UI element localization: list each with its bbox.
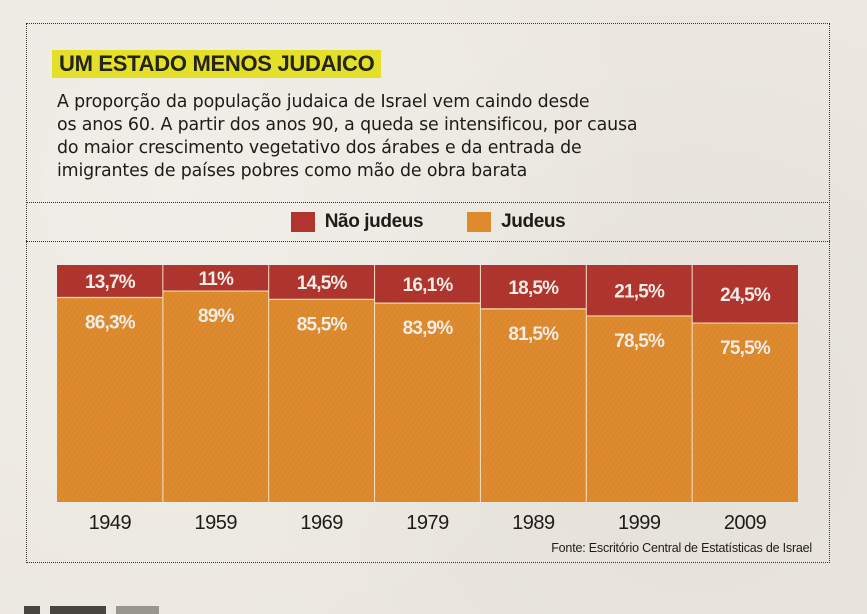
x-tick-label-1959: 1959 <box>195 512 238 534</box>
data-label-judeus-2009: 75,5% <box>720 338 771 359</box>
data-label-nao-judeus-1959: 11% <box>198 269 233 290</box>
x-tick-label-2009: 2009 <box>724 512 767 534</box>
labels-layer: 13,7% 86,3% 11% 89% 14,5% 85,5% 16,1% 83,9% 18,5… <box>85 269 772 359</box>
x-tick-label-1999: 1999 <box>618 512 661 534</box>
x-axis: 1949 1959 1969 1979 1989 1999 2009 <box>89 512 768 534</box>
legend-label-judeus: Judeus <box>501 211 566 232</box>
data-label-judeus-1969: 85,5% <box>297 314 348 335</box>
data-label-nao-judeus-1969: 14,5% <box>297 273 348 294</box>
bar-texture-1999 <box>586 265 693 502</box>
source-note: Fonte: Escritório Central de Estatística… <box>551 541 812 555</box>
data-label-nao-judeus-1999: 21,5% <box>614 281 665 302</box>
legend-label-nao-judeus: Não judeus <box>324 211 424 232</box>
x-tick-label-1979: 1979 <box>406 512 449 534</box>
bar-texture-1989 <box>480 265 587 502</box>
page-footer-cropped <box>24 604 324 614</box>
x-tick-label-1949: 1949 <box>89 512 132 534</box>
bar-texture-1949 <box>57 265 163 502</box>
page-title: UM ESTADO MENOS JUDAICO <box>59 51 375 76</box>
data-label-judeus-1989: 81,5% <box>508 324 559 345</box>
legend-item-judeus: Judeus <box>467 211 566 233</box>
bar-texture-1959 <box>162 265 269 502</box>
chart-legend: Não judeus Judeus <box>26 202 830 242</box>
bar-texture-1969 <box>268 265 375 502</box>
legend-item-nao-judeus: Não judeus <box>290 211 424 233</box>
subtitle-line: imigrantes de países pobres como mão de … <box>57 161 528 181</box>
data-label-nao-judeus-1979: 16,1% <box>403 275 454 296</box>
data-label-judeus-1949: 86,3% <box>85 312 136 333</box>
data-label-judeus-1979: 83,9% <box>403 318 454 339</box>
subtitle-line: os anos 60. A partir dos anos 90, a qued… <box>57 115 638 135</box>
subtitle-line: do maior crescimento vegetativo dos árab… <box>57 138 582 158</box>
footer-text-cropped <box>24 606 159 614</box>
legend-swatch-nao-judeus <box>290 212 315 232</box>
legend-swatch-judeus <box>467 212 492 232</box>
bar-texture-2009 <box>692 265 798 502</box>
x-tick-label-1989: 1989 <box>512 512 555 534</box>
x-tick-label-1969: 1969 <box>300 512 343 534</box>
data-label-judeus-1959: 89% <box>198 306 235 327</box>
subtitle-line: A proporção da população judaica de Isra… <box>57 92 590 112</box>
infographic-frame <box>26 23 830 563</box>
data-label-nao-judeus-1949: 13,7% <box>85 272 136 293</box>
data-label-nao-judeus-1989: 18,5% <box>508 278 559 299</box>
subtitle: A proporção da população judaica de Isra… <box>57 91 737 183</box>
bars-layer <box>57 265 798 502</box>
title-highlight: UM ESTADO MENOS JUDAICO <box>52 50 382 78</box>
bar-texture-1979 <box>374 265 481 502</box>
data-label-judeus-1999: 78,5% <box>614 331 665 352</box>
data-label-nao-judeus-2009: 24,5% <box>720 285 771 306</box>
